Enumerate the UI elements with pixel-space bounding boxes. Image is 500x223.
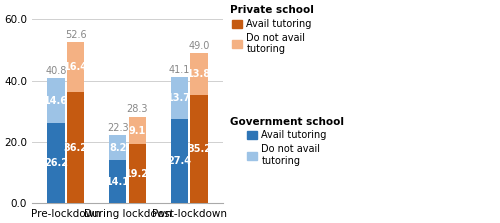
Bar: [190, 95, 208, 203]
Text: 9.1: 9.1: [129, 126, 146, 136]
Bar: [170, 119, 188, 203]
Legend: Avail tutoring, Do not avail
tutoring: Avail tutoring, Do not avail tutoring: [230, 117, 344, 166]
Text: 8.2: 8.2: [109, 142, 126, 153]
Bar: [170, 77, 188, 119]
Bar: [109, 135, 126, 160]
Text: 13.8: 13.8: [187, 69, 211, 79]
Text: 27.4: 27.4: [168, 156, 192, 166]
Bar: [109, 160, 126, 203]
Bar: [67, 92, 84, 203]
Bar: [129, 117, 146, 145]
Text: 14.1: 14.1: [106, 177, 130, 187]
Bar: [48, 123, 64, 203]
Text: 16.4: 16.4: [64, 62, 88, 72]
Text: 41.1: 41.1: [168, 65, 190, 75]
Bar: [67, 42, 84, 92]
Bar: [190, 53, 208, 95]
Text: 49.0: 49.0: [188, 41, 210, 51]
Text: 35.2: 35.2: [187, 144, 211, 154]
Text: 26.2: 26.2: [44, 158, 68, 168]
Text: 36.2: 36.2: [64, 143, 88, 153]
Text: 13.7: 13.7: [168, 93, 192, 103]
Text: 28.3: 28.3: [126, 104, 148, 114]
Bar: [48, 78, 64, 123]
Text: 52.6: 52.6: [65, 30, 86, 40]
Text: 14.6: 14.6: [44, 96, 68, 106]
Text: 19.2: 19.2: [126, 169, 150, 179]
Text: 22.3: 22.3: [107, 122, 128, 132]
Text: 40.8: 40.8: [46, 66, 67, 76]
Bar: [129, 145, 146, 203]
